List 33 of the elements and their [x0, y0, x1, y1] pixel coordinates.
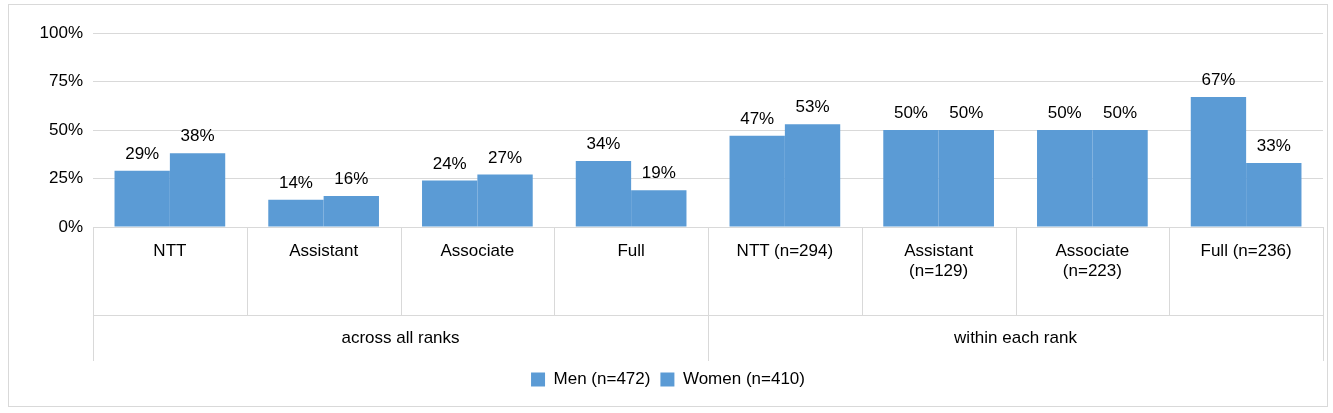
text: within each rank — [953, 327, 1078, 347]
data-label: 33% — [1256, 136, 1291, 156]
legend-label: Men (n=472) — [553, 369, 651, 389]
x-tick-label: Full (n=236) — [1200, 240, 1292, 260]
data-label: 16% — [334, 169, 369, 189]
x-tick-label: NTT — [153, 240, 187, 260]
data-label: 27% — [488, 147, 523, 167]
data-label: 67% — [1201, 70, 1236, 90]
data-label: 38% — [180, 126, 215, 146]
data-label: 50% — [1103, 103, 1138, 123]
data-label: 34% — [586, 134, 621, 154]
data-label: 53% — [795, 97, 830, 117]
y-tick-label: 0% — [58, 216, 83, 236]
data-label: 50% — [1047, 103, 1082, 123]
y-tick-label: 25% — [48, 168, 83, 188]
x-tick-label: Full — [617, 240, 645, 260]
data-label: 19% — [641, 163, 676, 183]
data-label: 29% — [125, 143, 160, 163]
data-label: 50% — [949, 103, 984, 123]
y-tick-label: 50% — [48, 119, 83, 139]
legend-label: Women (n=410) — [682, 369, 805, 389]
y-tick-label: 100% — [39, 22, 83, 42]
text: across all ranks — [341, 327, 460, 347]
data-label: 14% — [278, 173, 313, 193]
y-tick-label: 75% — [48, 71, 83, 91]
data-label: 24% — [432, 153, 467, 173]
x-tick-label: Assistant (n=129) — [904, 240, 974, 281]
x-tick-label: Assistant — [289, 240, 359, 260]
x-tick-label: Associate — [440, 240, 515, 260]
x-tick-label: NTT (n=294) — [736, 240, 834, 260]
x-tick-label: Associate (n=223) — [1055, 240, 1130, 281]
data-label: 50% — [893, 103, 928, 123]
data-label: 47% — [740, 109, 775, 129]
